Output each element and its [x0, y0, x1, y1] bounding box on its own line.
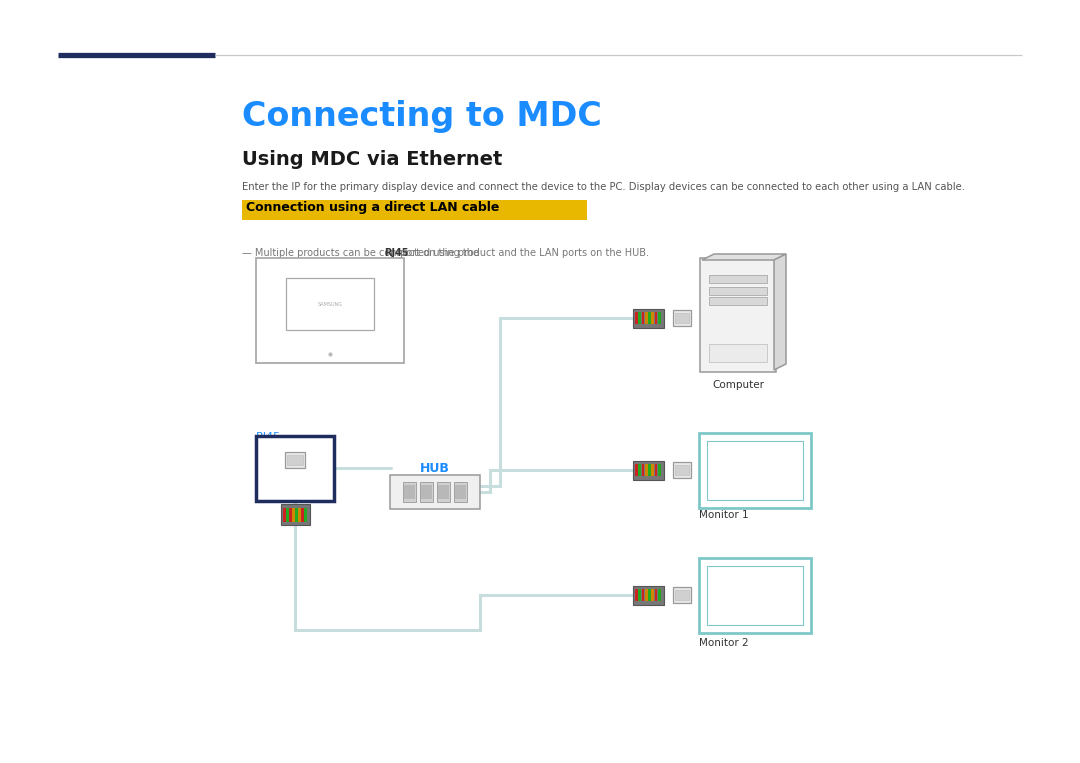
Text: RJ45: RJ45 [256, 432, 281, 442]
Polygon shape [702, 254, 786, 260]
Polygon shape [774, 254, 786, 370]
Text: Connection using a direct LAN cable: Connection using a direct LAN cable [246, 201, 499, 214]
FancyBboxPatch shape [298, 507, 300, 521]
Text: port on the product and the LAN ports on the HUB.: port on the product and the LAN ports on… [397, 248, 649, 258]
FancyBboxPatch shape [242, 200, 588, 220]
FancyBboxPatch shape [673, 587, 691, 603]
FancyBboxPatch shape [390, 475, 480, 509]
FancyBboxPatch shape [289, 507, 292, 521]
FancyBboxPatch shape [285, 452, 305, 468]
FancyBboxPatch shape [642, 589, 645, 601]
FancyBboxPatch shape [633, 461, 663, 479]
FancyBboxPatch shape [283, 507, 286, 521]
FancyBboxPatch shape [658, 589, 661, 601]
FancyBboxPatch shape [638, 312, 642, 324]
FancyBboxPatch shape [645, 589, 648, 601]
FancyBboxPatch shape [286, 507, 288, 521]
FancyBboxPatch shape [633, 308, 663, 327]
FancyBboxPatch shape [455, 485, 465, 499]
FancyBboxPatch shape [708, 297, 767, 305]
FancyBboxPatch shape [658, 464, 661, 476]
FancyBboxPatch shape [645, 464, 648, 476]
FancyBboxPatch shape [675, 465, 689, 475]
FancyBboxPatch shape [651, 464, 654, 476]
Text: SAMSUNG: SAMSUNG [318, 301, 342, 307]
FancyBboxPatch shape [654, 589, 658, 601]
Text: — Multiple products can be connected using the: — Multiple products can be connected usi… [242, 248, 482, 258]
Text: Computer: Computer [712, 380, 764, 390]
FancyBboxPatch shape [648, 312, 651, 324]
FancyBboxPatch shape [707, 565, 804, 624]
FancyBboxPatch shape [635, 589, 638, 601]
FancyBboxPatch shape [403, 482, 416, 502]
FancyBboxPatch shape [673, 462, 691, 478]
FancyBboxPatch shape [651, 589, 654, 601]
FancyBboxPatch shape [454, 482, 467, 502]
FancyBboxPatch shape [404, 485, 415, 499]
Text: RJ45: RJ45 [384, 248, 408, 258]
FancyBboxPatch shape [673, 310, 691, 326]
FancyBboxPatch shape [638, 589, 642, 601]
FancyBboxPatch shape [708, 287, 767, 295]
FancyBboxPatch shape [635, 464, 638, 476]
FancyBboxPatch shape [256, 436, 334, 501]
FancyBboxPatch shape [421, 485, 432, 499]
Text: Using MDC via Ethernet: Using MDC via Ethernet [242, 150, 502, 169]
FancyBboxPatch shape [301, 507, 303, 521]
FancyBboxPatch shape [708, 275, 767, 283]
FancyBboxPatch shape [256, 257, 404, 362]
FancyBboxPatch shape [642, 464, 645, 476]
FancyBboxPatch shape [675, 590, 689, 600]
FancyBboxPatch shape [654, 312, 658, 324]
FancyBboxPatch shape [699, 433, 811, 507]
Text: HUB: HUB [420, 462, 450, 475]
FancyBboxPatch shape [438, 485, 449, 499]
FancyBboxPatch shape [285, 278, 375, 330]
FancyBboxPatch shape [648, 464, 651, 476]
Text: Monitor 2: Monitor 2 [699, 638, 748, 648]
FancyBboxPatch shape [700, 258, 777, 372]
FancyBboxPatch shape [638, 464, 642, 476]
FancyBboxPatch shape [635, 312, 638, 324]
FancyBboxPatch shape [654, 464, 658, 476]
FancyBboxPatch shape [287, 455, 303, 465]
FancyBboxPatch shape [648, 589, 651, 601]
FancyBboxPatch shape [658, 312, 661, 324]
FancyBboxPatch shape [675, 313, 689, 323]
FancyBboxPatch shape [295, 507, 298, 521]
FancyBboxPatch shape [303, 507, 307, 521]
FancyBboxPatch shape [708, 344, 767, 362]
FancyBboxPatch shape [437, 482, 450, 502]
FancyBboxPatch shape [633, 585, 663, 604]
FancyBboxPatch shape [707, 440, 804, 500]
FancyBboxPatch shape [420, 482, 433, 502]
FancyBboxPatch shape [645, 312, 648, 324]
FancyBboxPatch shape [699, 558, 811, 633]
FancyBboxPatch shape [642, 312, 645, 324]
FancyBboxPatch shape [651, 312, 654, 324]
Text: Enter the IP for the primary display device and connect the device to the PC. Di: Enter the IP for the primary display dev… [242, 182, 966, 192]
Text: Connecting to MDC: Connecting to MDC [242, 100, 602, 133]
Text: Monitor 1: Monitor 1 [699, 510, 748, 520]
FancyBboxPatch shape [292, 507, 295, 521]
FancyBboxPatch shape [281, 504, 310, 525]
